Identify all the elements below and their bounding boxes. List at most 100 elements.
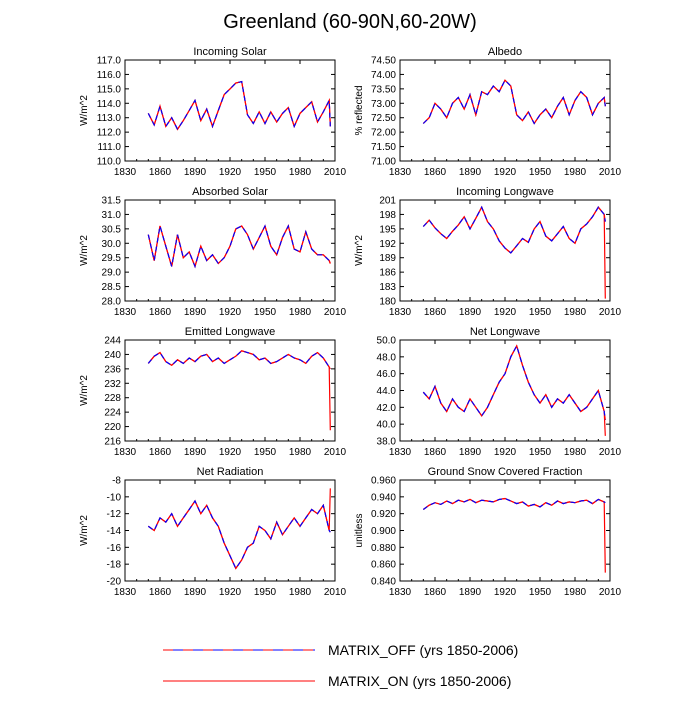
panel-albedo: Albedo 1830 1860 1890 1920 1950 1980 2010 71.00 7… bbox=[354, 46, 622, 178]
y-tick-label-net-longwave: 38.0 bbox=[377, 437, 397, 448]
panel-title-absorbed-solar: Absorbed Solar bbox=[192, 186, 268, 198]
series-line-matrix-off-red-ground-snow-covered-fraction bbox=[422, 497, 606, 510]
x-tick-label-net-radiation: 1860 bbox=[149, 587, 172, 598]
panel-title-albedo: Albedo bbox=[488, 46, 522, 58]
x-tick-label-incoming-solar: 1920 bbox=[219, 167, 242, 178]
panel-title-incoming-solar: Incoming Solar bbox=[193, 46, 267, 58]
y-tick-label-net-radiation: -10 bbox=[107, 492, 122, 503]
panel-title-net-radiation: Net Radiation bbox=[197, 466, 264, 478]
series-line-matrix-off-ground-snow-covered-fraction bbox=[422, 497, 606, 510]
x-tick-label-emitted-longwave: 2010 bbox=[324, 447, 347, 458]
x-tick-label-net-longwave: 1920 bbox=[494, 447, 517, 458]
series-line-matrix-off-red-albedo bbox=[422, 79, 606, 125]
y-tick-label-absorbed-solar: 28.0 bbox=[102, 297, 122, 308]
x-tick-label-net-longwave: 1830 bbox=[389, 447, 412, 458]
y-tick-label-incoming-longwave: 201 bbox=[379, 196, 396, 207]
y-tick-label-emitted-longwave: 228 bbox=[104, 393, 121, 404]
x-tick-label-net-longwave: 1860 bbox=[424, 447, 447, 458]
y-tick-label-ground-snow-covered-fraction: 0.940 bbox=[371, 492, 396, 503]
y-tick-label-incoming-longwave: 192 bbox=[379, 239, 396, 250]
y-axis-label-emitted-longwave: W/m^2 bbox=[79, 375, 90, 406]
y-tick-label-absorbed-solar: 29.0 bbox=[102, 268, 122, 279]
x-tick-label-incoming-longwave: 2010 bbox=[599, 307, 622, 318]
x-tick-label-net-longwave: 1890 bbox=[459, 447, 482, 458]
x-tick-label-albedo: 1980 bbox=[564, 167, 587, 178]
y-tick-label-albedo: 73.50 bbox=[371, 84, 396, 95]
x-tick-label-absorbed-solar: 1920 bbox=[219, 307, 242, 318]
y-tick-label-incoming-longwave: 198 bbox=[379, 210, 396, 221]
x-tick-label-net-radiation: 1980 bbox=[289, 587, 312, 598]
panel-absorbed-solar: Absorbed Solar 1830 1860 1890 1920 1950 1980 20… bbox=[79, 186, 347, 318]
y-tick-label-net-longwave: 50.0 bbox=[377, 336, 397, 347]
panel-title-ground-snow-covered-fraction: Ground Snow Covered Fraction bbox=[428, 466, 583, 478]
series-line-matrix-off-absorbed-solar bbox=[147, 224, 331, 269]
y-tick-label-net-longwave: 46.0 bbox=[377, 369, 397, 380]
y-tick-label-net-longwave: 44.0 bbox=[377, 386, 397, 397]
y-tick-label-incoming-longwave: 186 bbox=[379, 268, 396, 279]
legend-label-matrix-off: MATRIX_OFF (yrs 1850-2006) bbox=[328, 642, 518, 658]
series-line-matrix-on-incoming-solar bbox=[147, 80, 331, 131]
x-tick-label-ground-snow-covered-fraction: 1860 bbox=[424, 587, 447, 598]
plot-frame-net-longwave bbox=[399, 339, 611, 442]
y-tick-label-ground-snow-covered-fraction: 0.860 bbox=[371, 560, 396, 571]
x-tick-label-albedo: 1950 bbox=[529, 167, 552, 178]
series-line-matrix-on-emitted-longwave bbox=[147, 350, 331, 431]
series-line-matrix-off-albedo bbox=[422, 79, 606, 125]
x-tick-label-absorbed-solar: 1980 bbox=[289, 307, 312, 318]
x-tick-label-net-radiation: 1830 bbox=[114, 587, 137, 598]
series-line-matrix-on-net-radiation bbox=[147, 488, 331, 570]
y-tick-label-net-radiation: -12 bbox=[107, 509, 122, 520]
x-tick-label-incoming-longwave: 1830 bbox=[389, 307, 412, 318]
series-line-matrix-on-incoming-longwave bbox=[422, 205, 606, 299]
legend: MATRIX_OFF (yrs 1850-2006) MATRIX_ON (yr… bbox=[163, 642, 518, 689]
y-tick-label-emitted-longwave: 240 bbox=[104, 350, 121, 361]
y-axis-label-net-radiation: W/m^2 bbox=[79, 515, 90, 546]
panel-net-longwave: Net Longwave 1830 1860 1890 1920 1950 1980 2010… bbox=[377, 326, 622, 458]
series-line-matrix-off-incoming-solar bbox=[147, 80, 331, 131]
y-axis-label-ground-snow-covered-fraction: unitless bbox=[354, 514, 365, 548]
x-tick-label-incoming-longwave: 1980 bbox=[564, 307, 587, 318]
x-tick-label-incoming-solar: 1830 bbox=[114, 167, 137, 178]
y-tick-label-emitted-longwave: 244 bbox=[104, 336, 121, 347]
y-axis-label-albedo: % reflected bbox=[354, 85, 365, 135]
series-line-matrix-off-net-longwave bbox=[422, 344, 606, 421]
series-line-matrix-off-incoming-longwave bbox=[422, 205, 606, 254]
y-tick-label-incoming-longwave: 180 bbox=[379, 297, 396, 308]
y-tick-label-emitted-longwave: 220 bbox=[104, 422, 121, 433]
x-tick-label-absorbed-solar: 2010 bbox=[324, 307, 347, 318]
x-tick-label-emitted-longwave: 1920 bbox=[219, 447, 242, 458]
y-tick-label-incoming-longwave: 189 bbox=[379, 253, 396, 264]
x-tick-label-emitted-longwave: 1830 bbox=[114, 447, 137, 458]
y-tick-label-incoming-solar: 114.0 bbox=[97, 99, 122, 110]
panel-ground-snow-covered-fraction: Ground Snow Covered Fraction 1830 1860 1890… bbox=[354, 466, 622, 598]
x-tick-label-incoming-longwave: 1860 bbox=[424, 307, 447, 318]
x-tick-label-absorbed-solar: 1830 bbox=[114, 307, 137, 318]
y-tick-label-net-radiation: -16 bbox=[107, 543, 122, 554]
series-line-matrix-off-red-net-radiation bbox=[147, 499, 331, 570]
x-tick-label-net-radiation: 1920 bbox=[219, 587, 242, 598]
x-tick-label-absorbed-solar: 1950 bbox=[254, 307, 277, 318]
x-tick-label-albedo: 1920 bbox=[494, 167, 517, 178]
y-tick-label-incoming-solar: 113.0 bbox=[97, 113, 122, 124]
y-tick-label-albedo: 72.00 bbox=[371, 128, 396, 139]
y-tick-label-net-longwave: 48.0 bbox=[377, 352, 397, 363]
x-tick-label-emitted-longwave: 1890 bbox=[184, 447, 207, 458]
series-line-matrix-off-red-absorbed-solar bbox=[147, 224, 331, 269]
x-tick-label-incoming-solar: 1980 bbox=[289, 167, 312, 178]
y-tick-label-net-radiation: -14 bbox=[107, 526, 122, 537]
y-tick-label-net-longwave: 42.0 bbox=[377, 403, 397, 414]
x-tick-label-absorbed-solar: 1890 bbox=[184, 307, 207, 318]
y-axis-label-incoming-longwave: W/m^2 bbox=[354, 235, 365, 266]
series-line-matrix-off-red-incoming-solar bbox=[147, 80, 331, 131]
x-tick-label-ground-snow-covered-fraction: 1920 bbox=[494, 587, 517, 598]
y-tick-label-net-radiation: -8 bbox=[112, 476, 121, 487]
x-tick-label-emitted-longwave: 1980 bbox=[289, 447, 312, 458]
y-tick-label-emitted-longwave: 236 bbox=[104, 364, 121, 375]
x-tick-label-albedo: 1890 bbox=[459, 167, 482, 178]
x-tick-label-net-radiation: 1950 bbox=[254, 587, 277, 598]
series-line-matrix-on-net-longwave bbox=[422, 344, 606, 436]
y-tick-label-ground-snow-covered-fraction: 0.960 bbox=[371, 476, 396, 487]
x-tick-label-emitted-longwave: 1950 bbox=[254, 447, 277, 458]
x-tick-label-ground-snow-covered-fraction: 1980 bbox=[564, 587, 587, 598]
